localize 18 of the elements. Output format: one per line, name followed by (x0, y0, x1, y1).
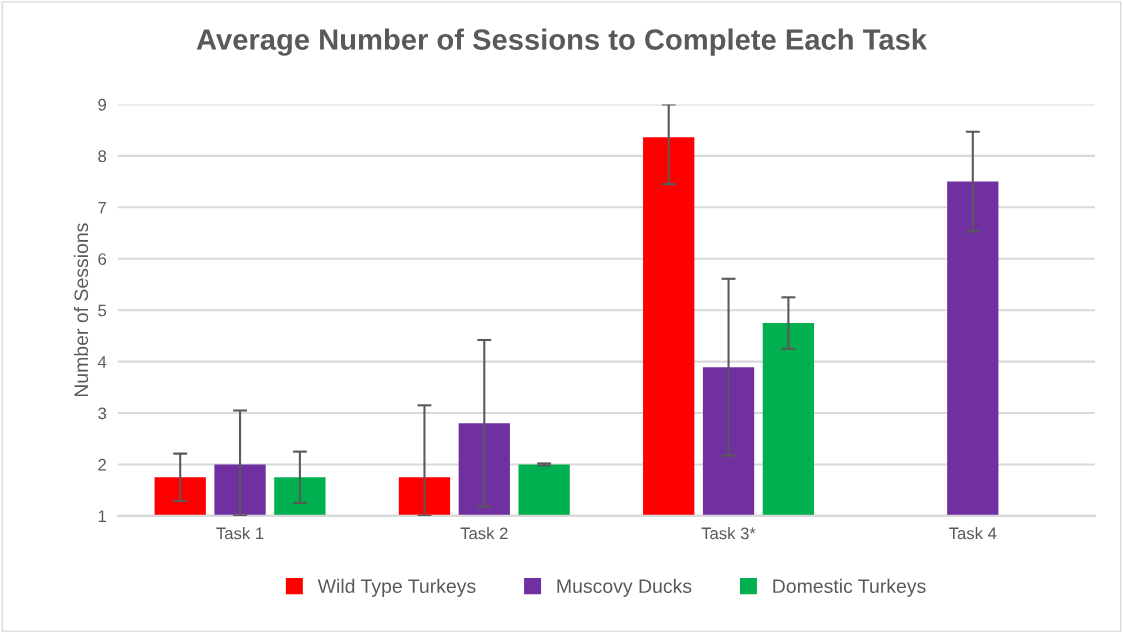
y-tick-label: 3 (98, 407, 107, 420)
y-tick-label: 2 (98, 458, 106, 471)
x-tick-label: Task 2 (460, 527, 508, 540)
y-tick-label: 9 (98, 98, 107, 111)
legend-label: Domestic Turkeys (773, 578, 926, 597)
x-tick-label: Task 3* (701, 527, 756, 540)
legend-label: Muscovy Ducks (557, 578, 692, 597)
y-tick-label: 7 (98, 201, 106, 214)
y-tick-label: 6 (98, 253, 107, 265)
x-tick-label: Task 4 (949, 527, 997, 540)
chart-title: Average Number of Sessions to Complete Each Task (196, 28, 928, 56)
legend-label: Wild Type Turkeys (317, 578, 476, 597)
x-tick-label: Task 1 (216, 527, 264, 540)
y-axis-title: Number of Sessions (73, 223, 89, 397)
y-tick-label: 1 (98, 510, 106, 522)
y-tick-label: 8 (98, 150, 107, 163)
y-tick-label: 5 (98, 304, 107, 317)
y-tick-label: 4 (97, 356, 107, 368)
